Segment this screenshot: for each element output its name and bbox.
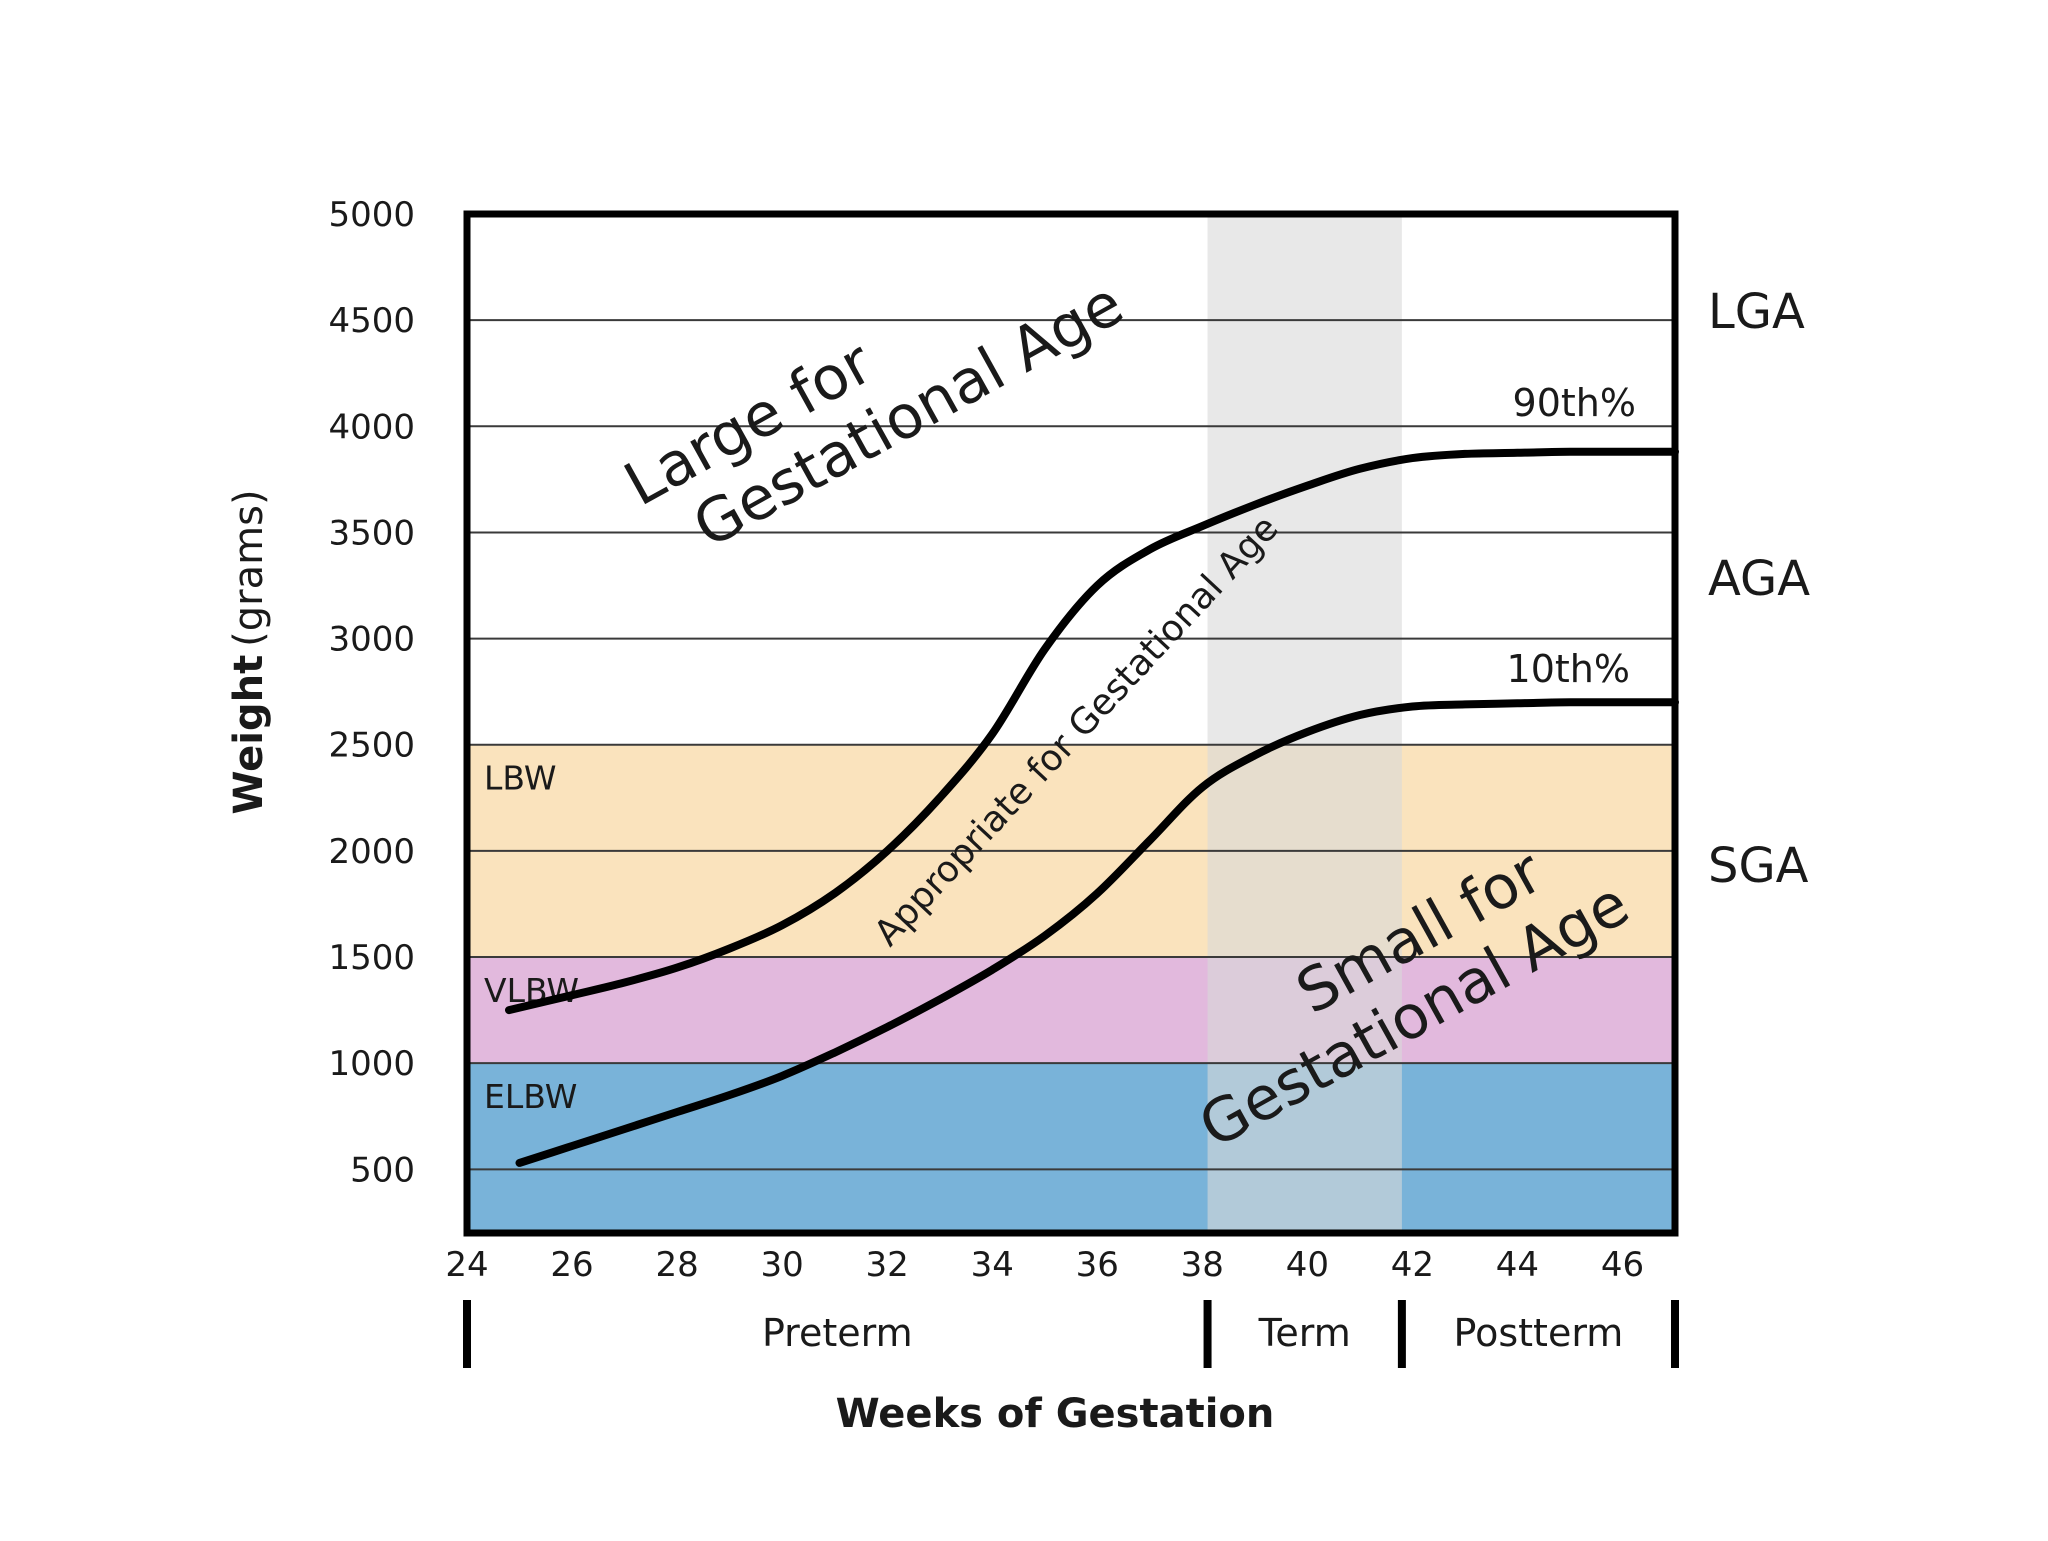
band-label-lbw: LBW bbox=[484, 759, 556, 798]
x-tick-label-44: 44 bbox=[1496, 1245, 1539, 1285]
x-tick-label-32: 32 bbox=[866, 1245, 909, 1285]
plot-frame bbox=[463, 210, 1679, 1237]
series-label-10th: 10th% bbox=[1507, 647, 1630, 691]
curve-10th bbox=[515, 698, 1679, 1167]
x-tick-label-28: 28 bbox=[655, 1245, 698, 1285]
x-tick-label-40: 40 bbox=[1286, 1245, 1329, 1285]
y-tick-label-4500: 4500 bbox=[328, 301, 415, 341]
x-tick-label-38: 38 bbox=[1181, 1245, 1224, 1285]
x-tick-label-30: 30 bbox=[760, 1245, 803, 1285]
annotation-large: Large for Gestational Age bbox=[613, 269, 1134, 562]
x-tick-label-42: 42 bbox=[1391, 1245, 1434, 1285]
y-tick-label-3500: 3500 bbox=[328, 513, 415, 553]
x-tick-label-26: 26 bbox=[550, 1245, 593, 1285]
y-tick-label-5000: 5000 bbox=[328, 195, 415, 235]
percentile-curves bbox=[505, 447, 1679, 1167]
period-label-postterm: Postterm bbox=[1454, 1311, 1624, 1355]
series-label-90th: 90th% bbox=[1513, 381, 1636, 425]
y-tick-label-500: 500 bbox=[350, 1150, 415, 1190]
gridlines bbox=[467, 319, 1675, 1171]
y-tick-label-2500: 2500 bbox=[328, 726, 415, 766]
x-tick-label-36: 36 bbox=[1076, 1245, 1119, 1285]
y-tick-label-1500: 1500 bbox=[328, 938, 415, 978]
side-label-lga: LGA bbox=[1708, 284, 1805, 340]
y-axis-label-unit: (grams) bbox=[226, 489, 272, 646]
x-tick-labels: 24 26 28 30 32 34 36 38 40 42 44 46 bbox=[445, 1245, 1644, 1285]
side-label-sga: SGA bbox=[1708, 838, 1809, 894]
side-label-aga: AGA bbox=[1708, 551, 1810, 607]
band-vlbw bbox=[467, 957, 1675, 1064]
y-tick-label-1000: 1000 bbox=[328, 1044, 415, 1084]
y-tick-label-4000: 4000 bbox=[328, 407, 415, 447]
y-tick-label-2000: 2000 bbox=[328, 832, 415, 872]
band-elbw bbox=[467, 1063, 1675, 1233]
x-axis-label: Weeks of Gestation bbox=[836, 1391, 1275, 1437]
curve-90th bbox=[505, 447, 1679, 1015]
y-axis-label: Weight (grams) bbox=[226, 489, 272, 814]
period-label-term: Term bbox=[1258, 1311, 1351, 1355]
x-tick-label-34: 34 bbox=[971, 1245, 1014, 1285]
band-label-elbw: ELBW bbox=[484, 1077, 577, 1116]
y-tick-labels: 500 1000 1500 2000 2500 3000 3500 4000 4500 5000 bbox=[328, 195, 415, 1190]
gestation-periods: Preterm Term Postterm bbox=[463, 1300, 1679, 1368]
y-axis-label-main: Weight bbox=[226, 655, 272, 815]
y-tick-label-3000: 3000 bbox=[328, 620, 415, 660]
period-label-preterm: Preterm bbox=[762, 1311, 913, 1355]
x-tick-label-24: 24 bbox=[445, 1245, 488, 1285]
x-tick-label-46: 46 bbox=[1601, 1245, 1644, 1285]
